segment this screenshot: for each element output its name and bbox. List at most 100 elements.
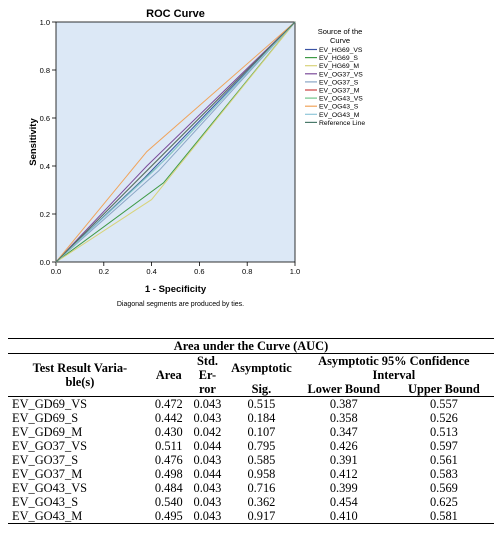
roc-chart-svg: ROC Curve 0.0 0.2 0.4 0.6 0.8 1.0 0.0 0.2 0.4 0.6 0… xyxy=(28,8,365,308)
cell-variable: EV_GD69_VS xyxy=(12,397,88,411)
col-header-stderr-line1: Std. Er- xyxy=(196,354,218,382)
cell-upper: 0.557 xyxy=(429,397,458,411)
table-row: EV_GD69_M 0.430 0.042 0.107 0.347 0.513 xyxy=(8,425,494,439)
cell-lower: 0.358 xyxy=(329,411,358,425)
cell-sig: 0.716 xyxy=(247,481,276,495)
cell-sig: 0.795 xyxy=(247,439,276,453)
chart-footnote: Diagonal segments are produced by ties. xyxy=(117,301,244,308)
x-tick-label: 0.8 xyxy=(242,267,252,276)
cell-lower: 0.412 xyxy=(329,467,358,481)
cell-lower: 0.391 xyxy=(329,453,358,467)
col-header-variable-line1: Test Result Varia- xyxy=(32,361,128,375)
table-row: EV_GD69_S 0.442 0.043 0.184 0.358 0.526 xyxy=(8,411,494,425)
y-tick-label: 1.0 xyxy=(40,18,50,27)
series-line-ev-og37-s xyxy=(55,21,296,263)
auc-table-container: Area under the Curve (AUC) Test Result V… xyxy=(8,338,494,524)
cell-sig: 0.585 xyxy=(247,453,276,467)
cell-variable: EV_GD69_S xyxy=(12,411,79,425)
series-line-ev-og43-m xyxy=(55,21,296,263)
col-header-area: Area xyxy=(155,368,182,382)
cell-upper: 0.583 xyxy=(429,467,458,481)
auc-table: Area under the Curve (AUC) Test Result V… xyxy=(8,338,494,524)
cell-sig: 0.515 xyxy=(247,397,276,411)
table-row: EV_GO37_S 0.476 0.043 0.585 0.391 0.561 xyxy=(8,453,494,467)
legend-label: EV_OG37_VS xyxy=(319,71,363,78)
series-line-ev-og43-s xyxy=(55,21,296,263)
y-tick-label: 0.0 xyxy=(40,258,50,267)
cell-variable: EV_GO37_S xyxy=(12,453,79,467)
cell-sig: 0.917 xyxy=(247,509,276,523)
table-row: EV_GO37_M 0.498 0.044 0.958 0.412 0.583 xyxy=(8,467,494,481)
chart-title: ROC Curve xyxy=(146,8,205,20)
cell-upper: 0.561 xyxy=(429,453,458,467)
y-tick-label: 0.6 xyxy=(40,114,50,123)
series-line-ev-og37-vs xyxy=(55,21,296,263)
col-header-asymp-line1: Asymptotic xyxy=(231,361,292,375)
x-axis-label: 1 - Specificity xyxy=(145,284,207,295)
cell-lower: 0.399 xyxy=(329,481,358,495)
legend-label: EV_OG43_S xyxy=(319,104,359,111)
col-header-ci: Asymptotic 95% Confidence Interval xyxy=(318,354,470,382)
col-header-asymp-line2: Sig. xyxy=(251,382,272,396)
cell-upper: 0.513 xyxy=(429,425,458,439)
x-tick-label: 0.2 xyxy=(99,267,109,276)
cell-sig: 0.184 xyxy=(247,411,276,425)
cell-variable: EV_GO43_VS xyxy=(12,481,88,495)
col-header-variable: Test Result Varia- ble(s) xyxy=(8,354,152,397)
auc-table-body: EV_GD69_VS 0.472 0.043 0.515 0.387 0.557 EV_G… xyxy=(8,397,494,524)
table-row: EV_GO43_VS 0.484 0.043 0.716 0.399 0.569 xyxy=(8,481,494,495)
table-row: EV_GO43_S 0.540 0.043 0.362 0.454 0.625 xyxy=(8,495,494,509)
series-line-ev-hg69-m xyxy=(55,21,296,263)
cell-upper: 0.526 xyxy=(429,411,458,425)
cell-lower: 0.426 xyxy=(329,439,358,453)
y-tick-label: 0.2 xyxy=(40,210,50,219)
table-row: EV_GO43_M 0.495 0.043 0.917 0.410 0.581 xyxy=(8,509,494,524)
cell-lower: 0.347 xyxy=(329,425,358,439)
legend-label: EV_OG43_VS xyxy=(319,96,363,103)
cell-sig: 0.958 xyxy=(247,467,276,481)
legend-label: EV_HG69_M xyxy=(319,63,359,70)
cell-area: 0.495 xyxy=(154,509,183,523)
cell-lower: 0.454 xyxy=(329,495,358,509)
cell-upper: 0.625 xyxy=(429,495,458,509)
legend-label: EV_OG37_S xyxy=(319,79,359,86)
cell-stderr: 0.042 xyxy=(193,425,222,439)
roc-chart: ROC Curve 0.0 0.2 0.4 0.6 0.8 1.0 0.0 0.2 0.4 0.6 0… xyxy=(28,8,365,308)
cell-area: 0.442 xyxy=(154,411,183,425)
cell-stderr: 0.043 xyxy=(193,411,222,425)
series-line-reference-line xyxy=(55,21,296,263)
cell-area: 0.511 xyxy=(155,439,183,453)
col-header-variable-line2: ble(s) xyxy=(65,375,95,389)
cell-sig: 0.107 xyxy=(247,425,276,439)
cell-variable: EV_GO43_S xyxy=(12,495,79,509)
legend-title-line1: Source of the xyxy=(318,27,363,36)
cell-stderr: 0.043 xyxy=(193,509,222,523)
col-header-stderr-line2: ror xyxy=(198,382,216,396)
table-row: EV_GD69_VS 0.472 0.043 0.515 0.387 0.557 xyxy=(8,397,494,412)
y-tick-label: 0.4 xyxy=(40,162,50,171)
cell-upper: 0.569 xyxy=(429,481,458,495)
y-axis-label: Sensitivity xyxy=(28,118,39,166)
legend-label: EV_HG69_S xyxy=(319,55,358,62)
cell-variable: EV_GO43_M xyxy=(12,509,83,523)
x-tick-label: 0.0 xyxy=(51,267,61,276)
table-row: EV_GO37_VS 0.511 0.044 0.795 0.426 0.597 xyxy=(8,439,494,453)
cell-area: 0.430 xyxy=(154,425,183,439)
cell-stderr: 0.043 xyxy=(193,495,222,509)
cell-variable: EV_GO37_VS xyxy=(12,439,88,453)
cell-area: 0.484 xyxy=(154,481,183,495)
cell-lower: 0.410 xyxy=(329,509,358,523)
cell-area: 0.540 xyxy=(154,495,183,509)
cell-sig: 0.362 xyxy=(247,495,276,509)
cell-stderr: 0.043 xyxy=(193,453,222,467)
cell-variable: EV_GO37_M xyxy=(12,467,83,481)
col-header-upper: Upper Bound xyxy=(408,382,480,396)
legend-label: EV_OG43_M xyxy=(319,112,360,119)
y-tick-label: 0.8 xyxy=(40,66,50,75)
cell-stderr: 0.044 xyxy=(193,439,222,453)
cell-area: 0.476 xyxy=(154,453,183,467)
cell-stderr: 0.044 xyxy=(193,467,222,481)
legend-label: EV_HG69_VS xyxy=(319,47,363,54)
col-header-lower: Lower Bound xyxy=(307,382,380,396)
legend-label: Reference Line xyxy=(319,120,365,127)
